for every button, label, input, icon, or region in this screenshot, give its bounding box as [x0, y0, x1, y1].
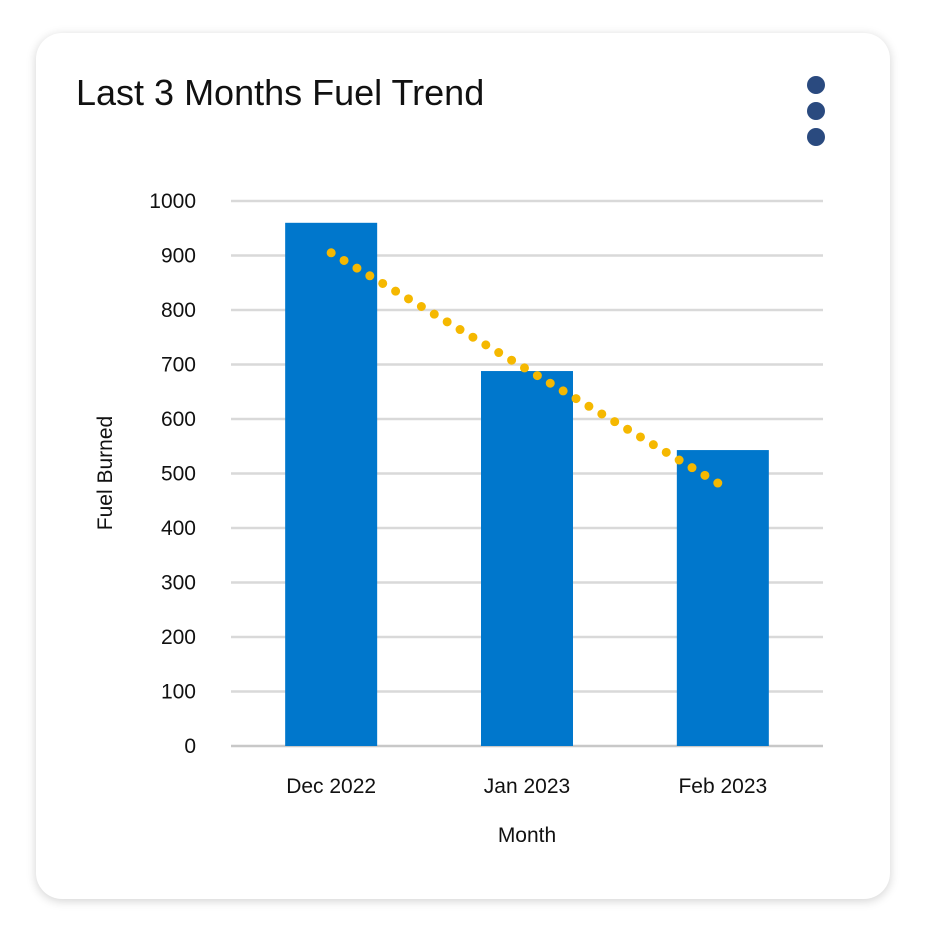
trendline	[326, 248, 728, 491]
x-tick-label: Feb 2023	[678, 775, 767, 798]
x-tick-label: Dec 2022	[286, 775, 376, 798]
y-tick-label: 200	[161, 626, 196, 649]
bar-dec-2022	[285, 222, 378, 747]
bar-feb-2023	[676, 450, 769, 746]
y-tick-label: 700	[161, 354, 196, 377]
y-axis-label: Fuel Burned	[94, 416, 117, 530]
bar-jan-2023	[481, 371, 573, 746]
x-axis-label: Month	[498, 824, 556, 847]
y-tick-label: 1000	[149, 190, 196, 213]
y-tick-label: 600	[161, 408, 196, 431]
chart-title: Last 3 Months Fuel Trend	[76, 72, 485, 113]
y-tick-label: 300	[161, 572, 196, 595]
y-tick-label: 900	[161, 245, 196, 268]
x-tick-label: Jan 2023	[484, 775, 570, 798]
more-vertical-icon[interactable]	[807, 76, 827, 154]
y-tick-label: 400	[161, 517, 196, 540]
y-tick-label: 100	[161, 681, 196, 704]
y-tick-label: 800	[161, 299, 196, 322]
y-tick-label: 0	[184, 735, 196, 758]
y-tick-label: 500	[161, 463, 196, 486]
